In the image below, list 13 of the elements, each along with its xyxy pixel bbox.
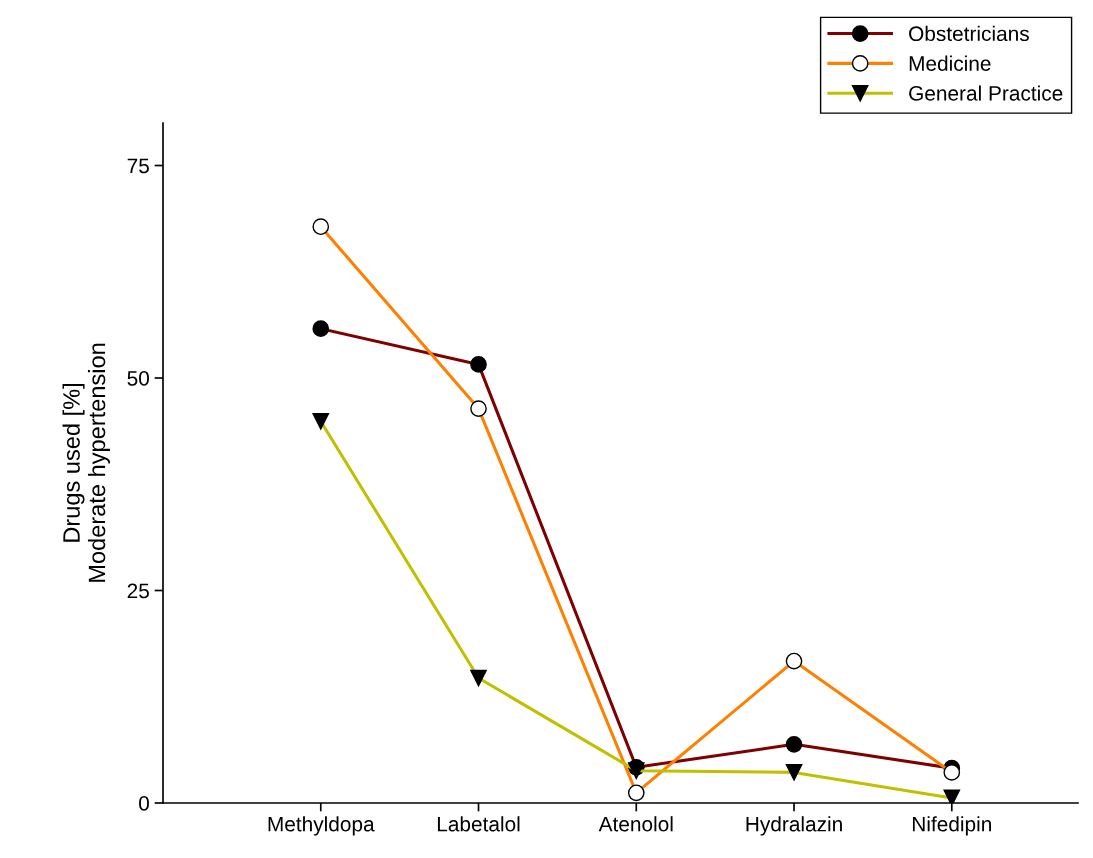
- legend-label: Obstetricians: [909, 25, 1029, 42]
- y-tick-label: 25: [127, 583, 149, 599]
- y-tick-label: 50: [127, 371, 149, 386]
- x-tick-label: Methyldopa: [268, 816, 375, 836]
- x-tick-label: Atenolol: [598, 816, 673, 832]
- y-tick-label: 75: [127, 158, 149, 174]
- legend-label: General Practice: [909, 85, 1063, 101]
- y-axis-title: Drugs used [%] Moderate hypertension: [62, 343, 110, 582]
- x-tick-label: Nifedipin: [912, 816, 991, 836]
- x-tick-label: Labetalol: [437, 816, 520, 832]
- x-tick-label: Hydralazin: [746, 816, 842, 836]
- y-tick-label: 0: [139, 796, 149, 811]
- legend-label: Medicine: [909, 55, 991, 71]
